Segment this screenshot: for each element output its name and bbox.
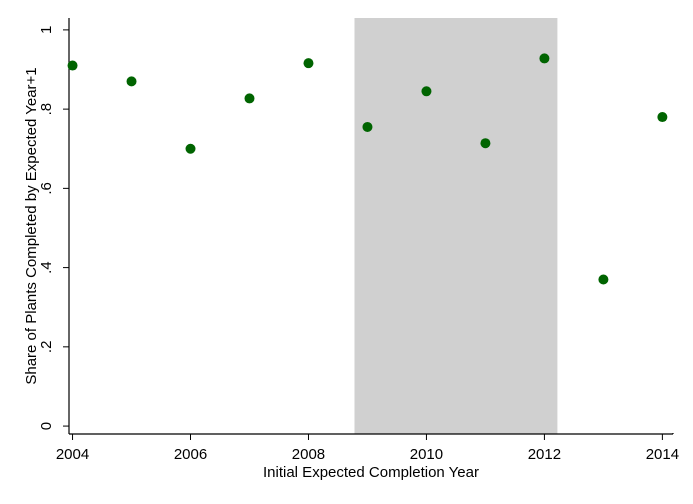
shaded-region [354, 18, 558, 434]
data-point [480, 138, 491, 149]
y-tick-label: .6 [38, 182, 55, 195]
data-point [303, 58, 314, 69]
data-point [421, 86, 432, 97]
x-tick-label: 2010 [410, 446, 443, 463]
data-points [67, 53, 668, 285]
y-ticks: 0 .2 .4 .6 .8 1 [38, 26, 69, 430]
x-tick-label: 2004 [56, 446, 89, 463]
data-point [244, 93, 255, 104]
x-tick-label: 2012 [528, 446, 561, 463]
data-point [598, 274, 609, 285]
y-tick-label: .8 [38, 103, 55, 116]
data-point [126, 76, 137, 87]
data-point [657, 112, 668, 123]
data-point [362, 121, 373, 132]
x-tick-label: 2006 [174, 446, 207, 463]
y-tick-label: 1 [38, 26, 55, 34]
shaded-region-layer [354, 18, 558, 434]
x-ticks: 2004 2006 2008 2010 2012 2014 [56, 434, 679, 463]
data-point [185, 143, 196, 154]
x-tick-label: 2014 [646, 446, 679, 463]
axes [68, 18, 674, 435]
y-tick-label: 0 [38, 422, 55, 430]
x-axis-title: Initial Expected Completion Year [263, 464, 479, 481]
y-tick-label: .4 [38, 261, 55, 274]
y-axis-title: Share of Plants Completed by Expected Ye… [23, 67, 40, 384]
y-tick-label: .2 [38, 341, 55, 354]
data-point [67, 60, 78, 71]
data-point [539, 53, 550, 64]
x-tick-label: 2008 [292, 446, 325, 463]
